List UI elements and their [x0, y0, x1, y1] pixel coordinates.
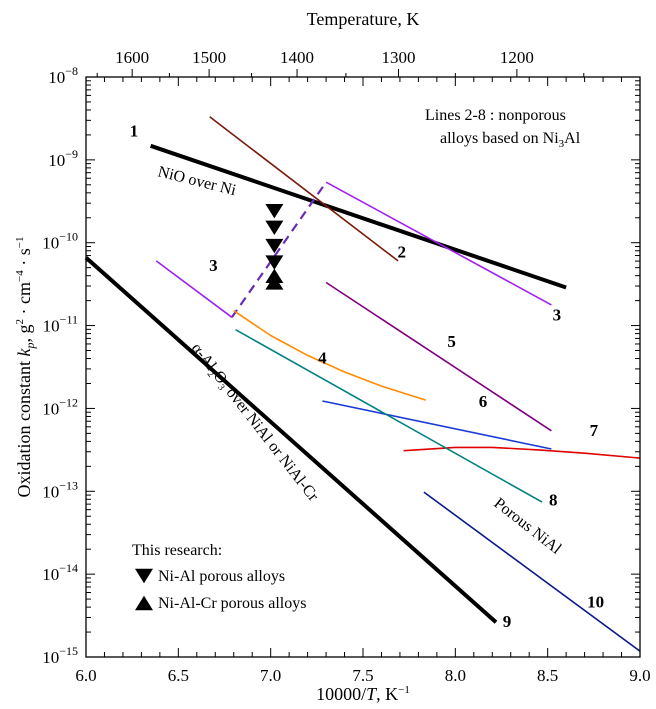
marker-ni-al [265, 238, 284, 254]
series-line-1 [149, 143, 567, 290]
x-tick-label: 9.0 [629, 666, 650, 685]
line-number-label: 3 [553, 306, 562, 325]
marker-ni-al-cr [265, 275, 284, 290]
legend-marker-ni-al-cr [135, 595, 153, 611]
x-tick-label: 8.0 [445, 666, 466, 685]
top-tick-label: 1600 [115, 48, 149, 67]
x-tick-label: 6.5 [168, 666, 189, 685]
series-line-3-upper [325, 181, 552, 306]
series-line-8 [235, 329, 543, 503]
y-tick-label: 10−12 [42, 395, 78, 418]
x-tick-label: 7.5 [352, 666, 373, 685]
series-line-10 [423, 491, 641, 652]
markers-group [265, 204, 284, 290]
line-number-label: 3 [209, 256, 218, 275]
axes-group: 6.0 6.5 7.0 7.5 8.0 8.5 9.0 1600 1500 1400 1300 120… [14, 9, 651, 704]
series-line-5 [325, 281, 552, 432]
top-tick-label: 1300 [382, 48, 416, 67]
labels-group: 1 2 3 3 4 5 6 7 8 9 10 Lines 2-8 : nonporous alloys … [130, 107, 604, 631]
y-tick-label: 10−8 [48, 64, 78, 87]
marker-ni-al [265, 255, 284, 270]
x-tick-label: 8.5 [537, 666, 558, 685]
legend-marker-ni-al [135, 568, 153, 584]
series-line-3 [155, 260, 233, 318]
y-tick-label: 10−9 [48, 147, 78, 170]
y-tick-label: 10−13 [42, 478, 78, 501]
series-line-7 [403, 446, 641, 459]
top-axis-title: Temperature, K [307, 9, 420, 29]
series-line-4 [233, 310, 427, 401]
legend-item-label: Ni-Al-Cr porous alloys [158, 595, 306, 612]
line-number-label: 4 [318, 349, 327, 368]
y-tick-label: 10−15 [42, 644, 78, 667]
y-tick-label: 10−14 [42, 561, 78, 584]
top-tick-label: 1500 [192, 48, 226, 67]
line-number-label: 5 [447, 332, 456, 351]
top-tick-label: 1200 [500, 48, 534, 67]
series-line-6 [322, 400, 552, 450]
line-number-label: 1 [130, 122, 139, 141]
marker-ni-al [265, 220, 284, 235]
lines-note-2: alloys based on Ni3Al [440, 130, 581, 150]
line-number-label: 6 [479, 392, 488, 411]
top-tick-label: 1400 [280, 48, 314, 67]
x-axis-title: 10000/T, K−1 [316, 684, 410, 704]
line-number-label: 8 [549, 490, 558, 509]
y-tick-label: 10−10 [42, 230, 78, 253]
y-tick-label: 10−11 [43, 313, 78, 336]
nio-label: NiO over Ni [156, 163, 238, 199]
legend-item-label: Ni-Al porous alloys [158, 568, 285, 585]
series-line-9 [84, 256, 498, 624]
line-number-label: 9 [503, 612, 512, 631]
series-group [84, 116, 641, 652]
line-number-label: 2 [398, 243, 407, 262]
line-number-label: 7 [590, 421, 599, 440]
x-tick-label: 7.0 [260, 666, 281, 685]
line-number-label: 10 [587, 592, 604, 611]
alumina-label: α-Al₂O₃ over NiAl or NiAl-Cr [188, 340, 322, 505]
x-tick-label: 6.0 [75, 666, 96, 685]
lines-note: Lines 2-8 : nonporous [425, 107, 566, 124]
series-line-2 [209, 116, 399, 262]
legend-title: This research: [132, 542, 222, 559]
y-axis-title: Oxidation constant kp, g2 · cm−4 · s−1 [14, 237, 37, 498]
marker-ni-al [265, 204, 284, 219]
series-line-3-dashed [230, 181, 328, 318]
